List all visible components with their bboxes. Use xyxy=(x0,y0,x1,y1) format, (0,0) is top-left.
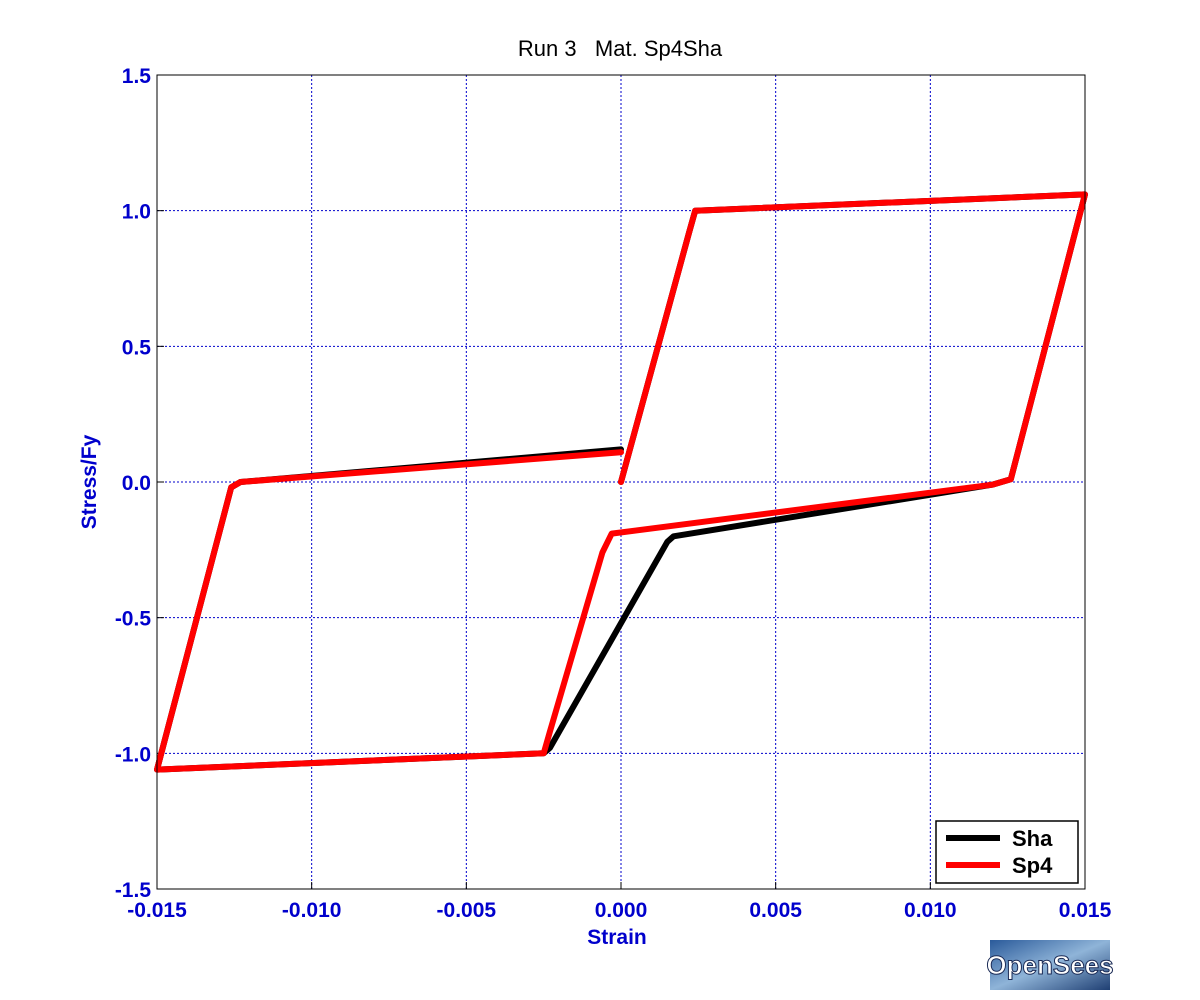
y-tick-labels: -1.5 -1.0 -0.5 0.0 0.5 1.0 1.5 xyxy=(115,65,152,902)
y-tick-label: 1.0 xyxy=(122,201,151,224)
y-tick-label: 0.5 xyxy=(122,336,152,359)
legend: Sha Sp4 xyxy=(935,820,1079,884)
y-tick-label: -1.0 xyxy=(115,743,151,766)
y-tick-label: 1.5 xyxy=(122,65,152,88)
y-tick-label: -1.5 xyxy=(115,879,152,902)
x-tick-label: -0.005 xyxy=(437,899,497,922)
x-tick-labels: -0.015 -0.010 -0.005 0.000 0.005 0.010 0.015 xyxy=(127,899,1111,922)
legend-label-sha: Sha xyxy=(1012,826,1053,851)
x-tick-label: 0.015 xyxy=(1059,899,1112,922)
legend-label-sp4: Sp4 xyxy=(1012,853,1053,878)
series-layer xyxy=(154,191,1088,773)
chart-title: Run 3 Mat. Sp4Sha xyxy=(518,36,723,61)
x-tick-label: -0.010 xyxy=(282,899,342,922)
legend-box xyxy=(935,820,1079,884)
x-tick-label: 0.005 xyxy=(749,899,802,922)
x-tick-label: 0.010 xyxy=(904,899,957,922)
x-axis-label: Strain xyxy=(587,926,647,949)
plot-frame xyxy=(156,74,1086,890)
series-line-sp4 xyxy=(154,191,1088,773)
y-axis-label: Stress/Fy xyxy=(78,434,101,529)
x-tick-label: -0.015 xyxy=(127,899,187,922)
opensees-logo: OpenSees xyxy=(986,940,1114,990)
y-tick-label: -0.5 xyxy=(115,608,152,631)
y-tick-label: 0.0 xyxy=(122,472,151,495)
logo-background xyxy=(990,940,1110,990)
logo-text: OpenSees xyxy=(986,950,1113,980)
x-tick-label: 0.000 xyxy=(595,899,648,922)
